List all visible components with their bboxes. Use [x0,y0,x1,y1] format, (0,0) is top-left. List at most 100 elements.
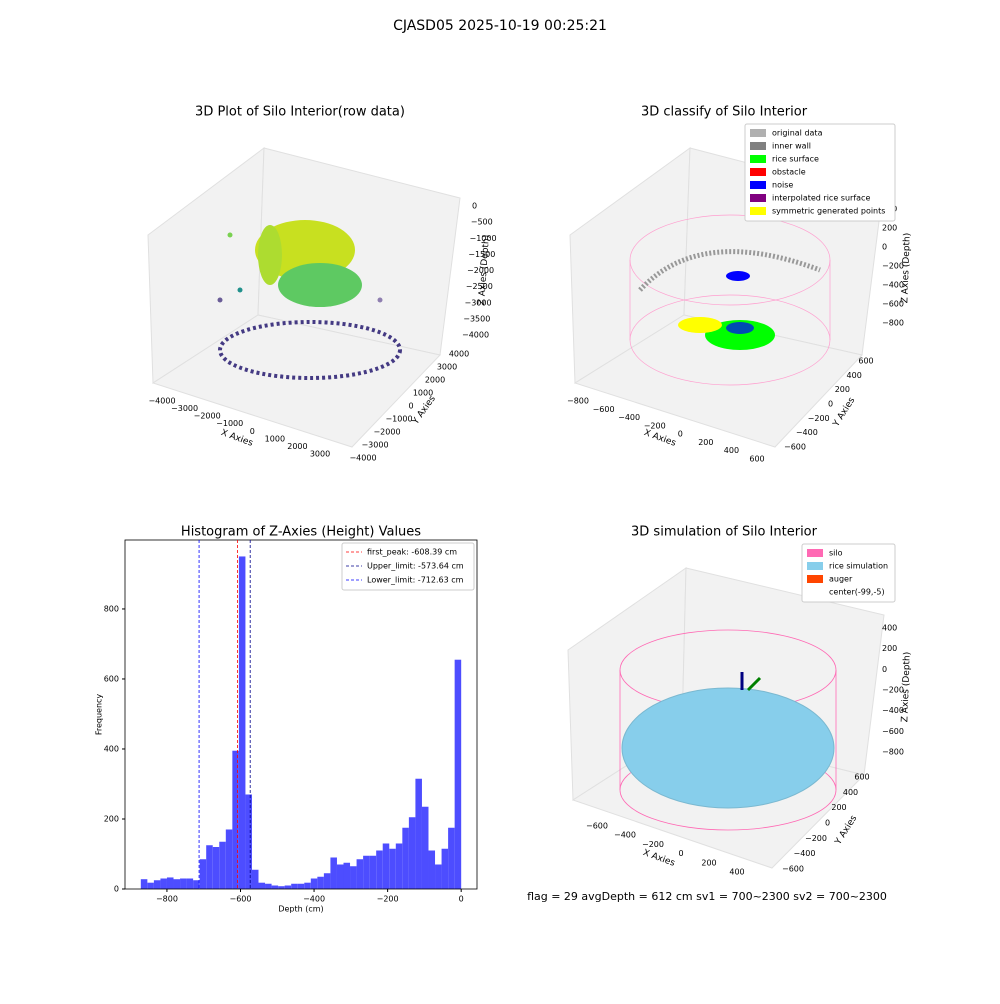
bar [284,885,292,889]
bar [402,827,409,889]
bar [395,843,403,889]
legend-box [341,542,475,591]
y-tick-label: 0 [114,885,119,894]
bar [278,886,285,889]
y-tick-label: 200 [104,814,119,823]
x-tick-label: −400 [618,413,640,422]
y-tick-label: −600 [784,443,806,452]
y-tick-label: 600 [858,357,873,366]
bar [271,885,279,889]
bar [363,855,370,889]
legend-swatch [807,549,823,557]
y-tick-label: −400 [796,428,818,437]
x-tick-label: 0 [250,427,255,436]
y-tick-label: −600 [782,865,804,874]
y-tick-label: −2000 [373,428,400,437]
x-tick-label: 400 [724,446,739,455]
legend-box [744,123,896,222]
bar [454,659,462,889]
x-tick-label: −600 [593,405,615,414]
z-tick-label: −500 [471,218,493,227]
x-tick-label: −200 [642,840,664,849]
bar [245,794,252,889]
x-tick-label: −400 [303,895,325,904]
z-tick-label: −800 [882,319,904,328]
y-tick-label: 600 [104,674,119,683]
x-tick-label: 200 [698,438,713,447]
z-tick-label: 400 [882,624,897,633]
legend-swatch [807,575,823,583]
z-tick-label: −400 [882,706,904,715]
bar [193,880,200,889]
bar [330,857,337,889]
x-tick-label: 400 [729,868,744,877]
legend-label: symmetric generated points [772,207,885,216]
z-tick-label: −200 [882,262,904,271]
z-tick-label: 0 [882,243,887,252]
bar [225,829,233,889]
y-tick-label: 400 [104,744,119,753]
bar [310,878,318,889]
z-axis-label: Z Axies (Depth) [477,234,492,305]
bar [376,850,383,889]
bar [206,845,213,889]
z-tick-label: 200 [882,644,897,653]
legend-label: inner wall [772,142,811,151]
y-tick-label: 800 [104,604,119,613]
y-axis-label: Y Axies [410,394,438,427]
legend-label: interpolated rice surface [772,194,870,203]
bar [389,848,396,889]
y-tick-label: 0 [408,402,413,411]
x-tick-label: −4000 [148,397,175,406]
legend-box [801,543,896,603]
z-tick-label: −600 [882,300,904,309]
y-tick-label: −200 [805,834,827,843]
legend-swatch [750,168,766,176]
bar [343,862,351,889]
bar [180,878,187,889]
bar [356,859,364,889]
legend-label: obstacle [772,168,806,177]
x-tick-label: 0 [678,430,683,439]
bar [173,879,181,889]
chart-title: 3D simulation of Silo Interior [631,525,818,540]
suptitle: CJASD05 2025-10-19 00:25:21 [393,18,607,34]
bar [238,556,246,889]
x-tick-label: −600 [230,895,252,904]
y-tick-label: −4000 [349,454,376,463]
bar [304,882,311,889]
x-tick-label: −800 [567,397,589,406]
legend-swatch [750,207,766,215]
x-tick-label: −3000 [171,404,198,413]
x-tick-label: 600 [749,455,764,464]
bar [382,843,390,889]
z-tick-label: −3000 [465,298,492,307]
z-tick-label: −2500 [466,282,493,291]
z-axis-label: Z Axies (Depth) [900,233,912,304]
bar [350,866,357,889]
bar [212,846,220,889]
y-tick-label: 2000 [425,376,445,385]
z-tick-label: 0 [472,202,477,211]
legend-label: auger [829,575,853,584]
x-tick-label: 2000 [287,442,307,451]
bar [265,883,272,889]
z-tick-label: −2000 [467,266,494,275]
bar [186,878,194,889]
x-tick-label: −2000 [194,412,221,421]
legend-swatch [807,588,823,596]
legend-swatch [750,181,766,189]
bar [147,882,154,889]
x-axis-label: X Axies [642,428,677,449]
legend-label: center(-99,-5) [829,588,885,597]
y-tick-label: 400 [847,371,862,380]
x-tick-label: −800 [156,895,178,904]
bar [435,864,442,889]
legend-label: original data [772,129,823,138]
x-tick-label: 200 [701,858,716,867]
z-tick-label: −4000 [462,331,489,340]
bar [153,880,161,889]
bar [160,878,167,889]
x-tick-label: 3000 [310,450,330,459]
